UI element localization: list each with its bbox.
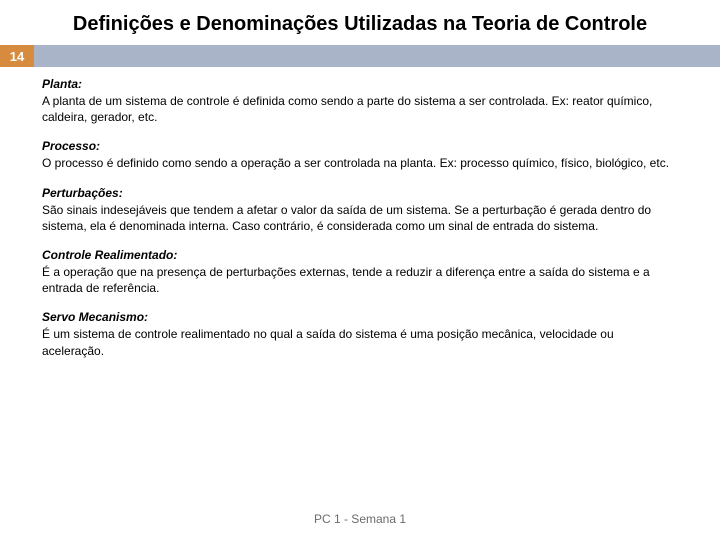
definition-body: São sinais indesejáveis que tendem a afe… [42,202,678,234]
slide-title: Definições e Denominações Utilizadas na … [0,0,720,45]
definition-body: É a operação que na presença de perturba… [42,264,678,296]
content-area: Planta: A planta de um sistema de contro… [0,77,720,359]
page-number-badge: 14 [0,45,34,67]
definition-body: A planta de um sistema de controle é def… [42,93,678,125]
definition-block: Planta: A planta de um sistema de contro… [42,77,678,125]
definition-body: O processo é definido como sendo a opera… [42,155,678,171]
definition-block: Processo: O processo é definido como sen… [42,139,678,171]
footer-text: PC 1 - Semana 1 [0,512,720,526]
header-stripe [34,45,720,67]
definition-block: Servo Mecanismo: É um sistema de control… [42,310,678,358]
header-bar: 14 [0,45,720,67]
definition-block: Controle Realimentado: É a operação que … [42,248,678,296]
definition-term: Servo Mecanismo: [42,310,678,324]
definition-term: Perturbações: [42,186,678,200]
definition-body: É um sistema de controle realimentado no… [42,326,678,358]
definition-term: Planta: [42,77,678,91]
definition-term: Processo: [42,139,678,153]
definition-term: Controle Realimentado: [42,248,678,262]
definition-block: Perturbações: São sinais indesejáveis qu… [42,186,678,234]
